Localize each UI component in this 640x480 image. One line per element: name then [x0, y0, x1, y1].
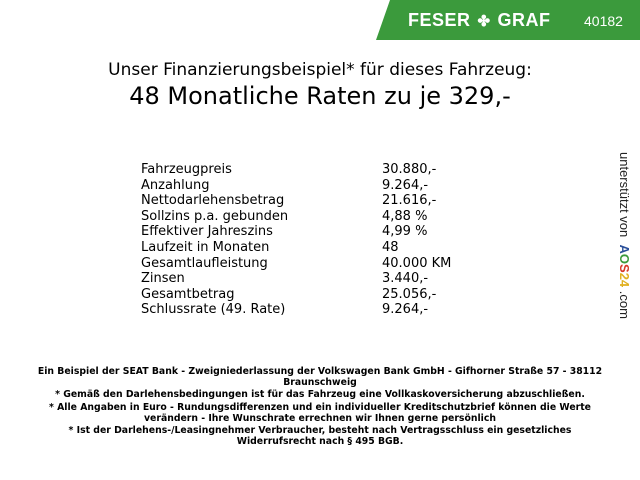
row-label: Zinsen: [141, 271, 185, 287]
row-label: Nettodarlehensbetrag: [141, 193, 285, 209]
table-row: Fahrzeugpreis 30.880,-: [141, 162, 461, 178]
table-row: Laufzeit in Monaten 48: [141, 240, 461, 256]
row-value: 9.264,-: [382, 177, 429, 193]
supported-by: unterstützt von AOS24 .com: [617, 152, 632, 319]
row-label: Laufzeit in Monaten: [141, 239, 270, 255]
table-row: Schlussrate (49. Rate) 9.264,-: [141, 302, 461, 318]
footer-disclaimer: Ein Beispiel der SEAT Bank - Zweignieder…: [30, 366, 610, 448]
row-label: Schlussrate (49. Rate): [141, 302, 286, 318]
row-label: Effektiver Jahreszins: [141, 224, 273, 240]
row-label: Gesamtbetrag: [141, 286, 235, 302]
table-row: Effektiver Jahreszins 4,99 %: [141, 224, 461, 240]
row-value: 9.264,-: [382, 302, 429, 318]
finance-table: Fahrzeugpreis 30.880,- Anzahlung 9.264,- N…: [141, 162, 461, 318]
title-line2: 48 Monatliche Raten zu je 329,-: [129, 82, 511, 110]
aos24-domain: .com: [617, 290, 632, 319]
vehicle-code: 40182: [584, 13, 623, 29]
disclaimer-insurance: * Gemäß den Darlehensbedingungen ist für…: [55, 389, 585, 401]
brand-name-2: GRAF: [497, 10, 551, 30]
table-row: Anzahlung 9.264,-: [141, 178, 461, 194]
row-value: 25.056,-: [382, 286, 437, 302]
title-line1: Unser Finanzierungsbeispiel* für dieses …: [108, 60, 532, 80]
row-value: 48: [382, 239, 399, 255]
row-value: 40.000 KM: [382, 255, 452, 271]
row-value: 4,88 %: [382, 208, 428, 224]
disclaimer-euro: * Alle Angaben in Euro - Rundungsdiffere…: [49, 401, 591, 424]
disclaimer-bank: Ein Beispiel der SEAT Bank - Zweignieder…: [37, 366, 603, 389]
supported-by-text: unterstützt von: [617, 152, 632, 238]
row-value: 21.616,-: [382, 193, 437, 209]
row-value: 4,99 %: [382, 224, 428, 240]
clover-icon: ✤: [477, 13, 491, 30]
disclaimer-withdrawal: * Ist der Darlehens-/Leasingnehmer Verbr…: [68, 425, 572, 448]
row-label: Fahrzeugpreis: [141, 162, 232, 177]
header-banner: [376, 0, 640, 40]
table-row: Gesamtlaufleistung 40.000 KM: [141, 256, 461, 272]
table-row: Nettodarlehensbetrag 21.616,-: [141, 193, 461, 209]
row-label: Anzahlung: [141, 177, 210, 193]
brand-name: FESER: [408, 10, 471, 30]
table-row: Zinsen 3.440,-: [141, 271, 461, 287]
table-row: Gesamtbetrag 25.056,-: [141, 287, 461, 303]
row-value: 30.880,-: [382, 162, 437, 177]
row-value: 3.440,-: [382, 271, 429, 287]
row-label: Gesamtlaufleistung: [141, 255, 268, 271]
aos24-logo: AOS24: [617, 244, 632, 288]
row-label: Sollzins p.a. gebunden: [141, 208, 289, 224]
brand-logo: FESER ✤ GRAF: [408, 10, 551, 31]
table-row: Sollzins p.a. gebunden 4,88 %: [141, 209, 461, 225]
